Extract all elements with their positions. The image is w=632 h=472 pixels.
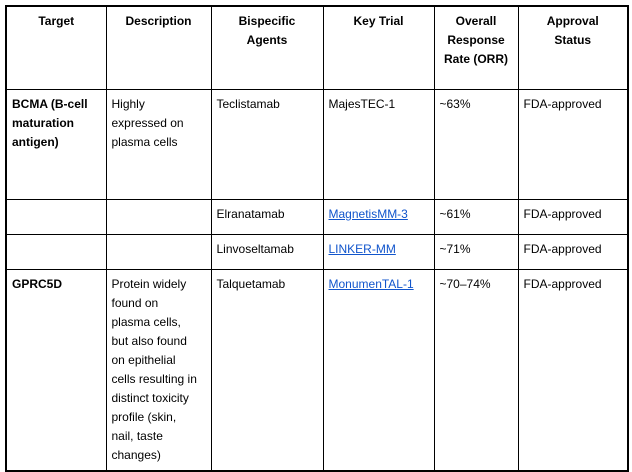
table-header-row: Target Description Bispecific Agents Key… xyxy=(5,5,629,90)
orr-text: ~61% xyxy=(439,206,471,221)
trial-link[interactable]: MagnetisMM-3 xyxy=(328,206,408,221)
col-header-description: Description xyxy=(105,5,212,90)
cell-orr: ~70–74% xyxy=(433,268,519,471)
cell-target: GPRC5D xyxy=(5,268,107,471)
table-row: Linvoseltamab LINKER-MM ~71% FDA-approve… xyxy=(5,233,629,270)
description-text: Protein widely found on plasma cells, bu… xyxy=(111,276,197,462)
orr-text: ~71% xyxy=(439,241,471,256)
col-header-bispecific-agents: Bispecific Agents xyxy=(210,5,324,90)
cell-description: Highly expressed on plasma cells xyxy=(105,88,212,200)
table-row: Elranatamab MagnetisMM-3 ~61% FDA-approv… xyxy=(5,198,629,235)
table-row: GPRC5D Protein widely found on plasma ce… xyxy=(5,268,629,471)
approval-text: FDA-approved xyxy=(523,96,602,111)
cell-agent: Linvoseltamab xyxy=(210,233,324,270)
cell-description: Protein widely found on plasma cells, bu… xyxy=(105,268,212,471)
cell-approval: FDA-approved xyxy=(517,198,629,235)
cell-approval: FDA-approved xyxy=(517,233,629,270)
approval-text: FDA-approved xyxy=(523,276,602,291)
target-text: GPRC5D xyxy=(12,276,63,291)
cell-orr: ~63% xyxy=(433,88,519,200)
agent-text: Linvoseltamab xyxy=(216,241,294,256)
col-header-orr: Overall Response Rate (ORR) xyxy=(433,5,519,90)
col-header-key-trial-label: Key Trial xyxy=(353,14,404,28)
approval-text: FDA-approved xyxy=(523,206,602,221)
cell-description xyxy=(105,233,212,270)
orr-text: ~63% xyxy=(439,96,471,111)
cell-agent: Talquetamab xyxy=(210,268,324,471)
trial-text: MajesTEC-1 xyxy=(328,96,396,111)
cell-trial: MonumenTAL-1 xyxy=(322,268,435,471)
cell-target xyxy=(5,233,107,270)
cell-description xyxy=(105,198,212,235)
cell-approval: FDA-approved xyxy=(517,268,629,471)
cell-agent: Elranatamab xyxy=(210,198,324,235)
agent-text: Teclistamab xyxy=(216,96,280,111)
col-header-target-label: Target xyxy=(38,14,75,28)
cell-trial: MagnetisMM-3 xyxy=(322,198,435,235)
cell-trial: LINKER-MM xyxy=(322,233,435,270)
bispecific-agents-table: Target Description Bispecific Agents Key… xyxy=(5,5,629,472)
cell-orr: ~71% xyxy=(433,233,519,270)
cell-target: BCMA (B-cell maturation antigen) xyxy=(5,88,107,200)
col-header-bispecific-agents-label: Bispecific Agents xyxy=(238,14,296,47)
approval-text: FDA-approved xyxy=(523,241,602,256)
col-header-orr-label: Overall Response Rate (ORR) xyxy=(444,14,509,66)
cell-approval: FDA-approved xyxy=(517,88,629,200)
cell-target xyxy=(5,198,107,235)
agent-text: Talquetamab xyxy=(216,276,286,291)
trial-link[interactable]: MonumenTAL-1 xyxy=(328,276,414,291)
col-header-description-label: Description xyxy=(125,14,192,28)
col-header-key-trial: Key Trial xyxy=(322,5,435,90)
table-row: BCMA (B-cell maturation antigen) Highly … xyxy=(5,88,629,200)
cell-agent: Teclistamab xyxy=(210,88,324,200)
orr-text: ~70–74% xyxy=(439,276,491,291)
cell-orr: ~61% xyxy=(433,198,519,235)
col-header-target: Target xyxy=(5,5,107,90)
description-text: Highly expressed on plasma cells xyxy=(111,96,184,149)
agent-text: Elranatamab xyxy=(216,206,285,221)
target-text: BCMA (B-cell maturation antigen) xyxy=(12,96,88,149)
col-header-approval-status-label: Approval Status xyxy=(546,14,599,47)
cell-trial: MajesTEC-1 xyxy=(322,88,435,200)
col-header-approval-status: Approval Status xyxy=(517,5,629,90)
trial-link[interactable]: LINKER-MM xyxy=(328,241,396,256)
